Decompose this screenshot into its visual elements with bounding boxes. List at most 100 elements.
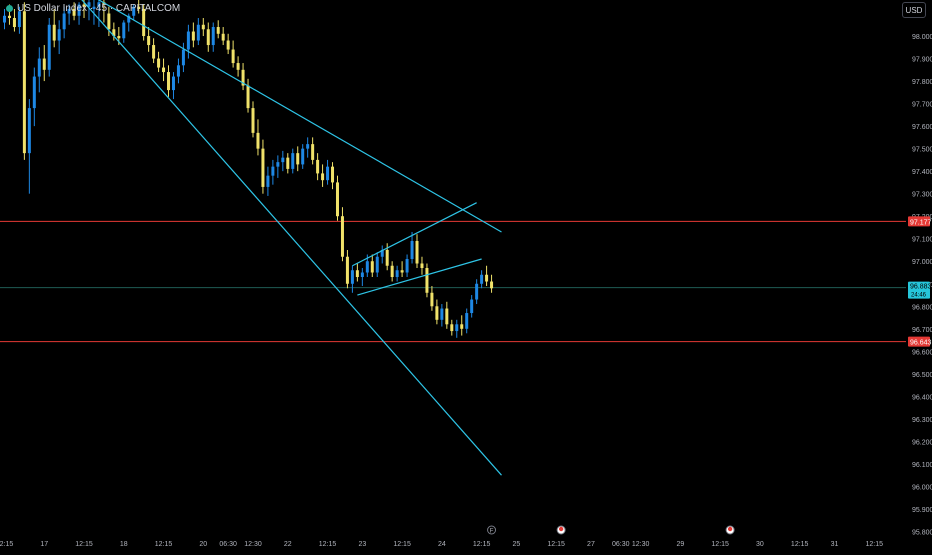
candle-body: [211, 27, 215, 46]
candle: [72, 2, 76, 21]
y-tick-label: 97.800: [912, 79, 932, 86]
candle-body: [271, 166, 275, 176]
y-tick-label: 97.400: [912, 169, 932, 176]
candle: [445, 301, 449, 329]
candle-body: [475, 283, 479, 300]
candle-body: [425, 268, 429, 293]
candle: [97, 0, 101, 28]
candle-body: [87, 2, 91, 7]
candle-body: [186, 31, 190, 50]
candle-body: [340, 216, 344, 257]
candle-body: [72, 9, 76, 16]
candle-body: [415, 240, 419, 264]
candle: [47, 18, 51, 77]
x-tick-label: 12:15: [711, 541, 729, 548]
candle: [405, 254, 409, 278]
candle: [410, 231, 414, 264]
y-tick-label: 95.800: [912, 529, 932, 536]
candle: [132, 4, 136, 21]
candle: [201, 18, 205, 37]
candle-body: [485, 274, 489, 282]
candle: [281, 150, 285, 172]
candle: [455, 319, 459, 338]
candle: [231, 40, 235, 68]
candle: [415, 234, 419, 268]
trendline: [81, 0, 502, 476]
candle: [142, 4, 146, 41]
candle: [331, 162, 335, 190]
x-tick-label: 12:15: [0, 541, 13, 548]
symbol-legend[interactable]: US Dollar Index · 45 · CAPITALCOM: [6, 3, 180, 14]
candle: [186, 24, 190, 59]
y-tick-label: 96.600: [912, 349, 932, 356]
candle-body: [286, 157, 290, 169]
candle-body: [266, 175, 270, 187]
candle: [490, 274, 494, 293]
x-tick-label: 12:15: [865, 541, 883, 548]
candle: [425, 263, 429, 298]
currency-button[interactable]: USD: [902, 2, 926, 18]
x-tick-label: 12:15: [473, 541, 491, 548]
candle-body: [251, 108, 255, 133]
candle: [321, 164, 325, 187]
candle-body: [455, 324, 459, 332]
y-tick-label: 96.400: [912, 394, 932, 401]
candle-body: [291, 153, 295, 169]
candle: [286, 153, 290, 174]
candle-body: [92, 6, 96, 10]
x-tick-label: 12:15: [393, 541, 411, 548]
candle-body: [296, 153, 300, 165]
x-tick-label: 12:15: [547, 541, 565, 548]
candle-body: [350, 270, 354, 284]
candle-body: [47, 24, 51, 70]
candle-body: [365, 261, 369, 273]
y-tick-label: 97.500: [912, 147, 932, 154]
candle: [291, 148, 295, 174]
candle: [92, 0, 96, 25]
candle-body: [97, 2, 101, 7]
economic-event-icon-dot: [558, 526, 564, 532]
candle: [12, 9, 16, 32]
economic-event-icon-dot: [727, 526, 733, 532]
candle-body: [231, 49, 235, 64]
x-tick-label: 06:30: [219, 541, 237, 548]
candle-body: [370, 261, 374, 273]
level-price-badge: [908, 216, 930, 227]
candle: [311, 137, 315, 165]
x-tick-label: 12:15: [155, 541, 173, 548]
candle-body: [385, 249, 389, 266]
candle-body: [221, 33, 225, 41]
candle-body: [430, 292, 434, 307]
x-tick-label: 31: [831, 541, 839, 548]
candle-body: [420, 263, 424, 268]
y-tick-label: 97.300: [912, 192, 932, 199]
candle-body: [152, 45, 156, 59]
candle-body: [345, 256, 349, 284]
candle-body: [355, 270, 359, 278]
x-tick-label: 12:30: [244, 541, 262, 548]
candle-body: [117, 36, 121, 39]
candle: [430, 286, 434, 311]
candle-body: [276, 162, 280, 167]
candle-body: [3, 15, 6, 23]
candle: [316, 153, 320, 181]
candle-body: [37, 58, 41, 77]
y-tick-label: 97.100: [912, 237, 932, 244]
candle: [340, 207, 344, 262]
event-flag-icon: [487, 525, 497, 535]
x-tick-label: 12:15: [75, 541, 93, 548]
candle-body: [445, 308, 449, 325]
candle: [350, 265, 354, 293]
candle-body: [142, 9, 146, 37]
candle: [52, 9, 56, 48]
x-tick-label: 17: [40, 541, 48, 548]
candle: [355, 263, 359, 282]
candle: [390, 261, 394, 282]
candle: [246, 78, 250, 113]
candle-body: [62, 13, 66, 30]
candle: [261, 139, 265, 194]
candle: [460, 315, 464, 336]
candle: [276, 155, 280, 178]
